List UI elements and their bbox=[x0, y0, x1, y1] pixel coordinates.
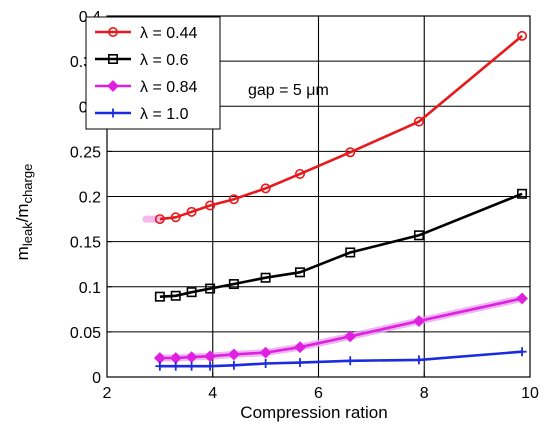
x-tick-label: 10 bbox=[521, 385, 539, 402]
data-point bbox=[345, 356, 355, 366]
data-point bbox=[170, 212, 181, 223]
data-point bbox=[517, 347, 527, 357]
series-layer bbox=[142, 30, 528, 371]
legend-item-2: λ = 0.84 bbox=[95, 79, 197, 96]
x-tick-label: 4 bbox=[208, 385, 217, 402]
data-point bbox=[260, 272, 271, 283]
data-point bbox=[516, 292, 528, 305]
legend-label: λ = 0.6 bbox=[140, 52, 189, 69]
y-axis-label-sub2: charge bbox=[20, 164, 35, 204]
legend-marker bbox=[107, 80, 119, 92]
series-2 bbox=[153, 292, 528, 364]
legend: λ = 0.44 λ = 0.6 λ = 0.84 λ = 1.0 bbox=[85, 16, 221, 130]
series-0 bbox=[142, 30, 528, 225]
data-point bbox=[295, 358, 305, 368]
data-point bbox=[413, 315, 425, 327]
data-point bbox=[155, 361, 165, 371]
series-3 bbox=[155, 347, 527, 371]
data-point bbox=[228, 194, 239, 205]
legend-items: λ = 0.44 λ = 0.6 λ = 0.84 λ = 1.0 bbox=[95, 25, 197, 123]
data-point bbox=[154, 214, 165, 225]
data-point bbox=[345, 247, 356, 258]
data-point bbox=[205, 283, 216, 294]
legend-box bbox=[85, 16, 221, 130]
data-point bbox=[345, 147, 356, 158]
legend-label: λ = 0.84 bbox=[140, 79, 197, 96]
y-tick-label: 0.1 bbox=[79, 280, 101, 297]
y-axis-label-sub1: leak bbox=[20, 222, 35, 246]
data-point bbox=[517, 188, 528, 199]
y-axis-label-sep: /m bbox=[13, 203, 32, 222]
data-point bbox=[413, 116, 424, 127]
data-point bbox=[227, 348, 240, 361]
data-point bbox=[294, 168, 305, 179]
data-point bbox=[294, 267, 305, 278]
legend-item-0: λ = 0.44 bbox=[95, 25, 197, 42]
x-tick-label: 2 bbox=[103, 385, 112, 402]
series-line bbox=[159, 350, 523, 368]
data-point bbox=[154, 291, 165, 302]
data-point bbox=[171, 361, 181, 371]
data-point bbox=[414, 355, 424, 365]
legend-label: λ = 1.0 bbox=[140, 106, 189, 123]
gap-annotation: gap = 5 μm bbox=[248, 82, 329, 99]
legend-marker bbox=[108, 26, 119, 37]
data-point bbox=[205, 200, 216, 211]
data-point bbox=[205, 361, 215, 371]
data-point bbox=[413, 230, 424, 241]
y-axis-label-main: m bbox=[13, 246, 32, 260]
data-point bbox=[344, 330, 357, 343]
data-point bbox=[517, 30, 528, 41]
y-tick-label: 0.25 bbox=[70, 144, 101, 161]
data-point bbox=[260, 183, 271, 194]
y-tick-label: 0 bbox=[92, 370, 101, 387]
legend-item-1: λ = 0.6 bbox=[95, 52, 189, 69]
series-1 bbox=[154, 188, 528, 302]
data-point bbox=[187, 361, 197, 371]
data-point bbox=[261, 358, 271, 368]
data-point bbox=[259, 346, 272, 359]
x-tick-label: 8 bbox=[420, 385, 429, 402]
series-line bbox=[159, 192, 523, 298]
data-point bbox=[229, 360, 239, 370]
data-point bbox=[294, 341, 306, 354]
data-point bbox=[228, 279, 239, 290]
x-axis-label: Compression ration bbox=[240, 403, 387, 422]
series-line bbox=[159, 297, 523, 360]
x-ticks: 2 4 6 8 10 bbox=[103, 372, 539, 402]
data-point bbox=[170, 290, 181, 301]
y-tick-label: 0.15 bbox=[70, 235, 101, 252]
y-tick-label: 0.2 bbox=[79, 190, 101, 207]
grid bbox=[107, 16, 530, 377]
x-tick-label: 6 bbox=[314, 385, 323, 402]
y-tick-label: 0.05 bbox=[70, 325, 101, 342]
y-axis-label: mleak/mcharge bbox=[13, 164, 35, 261]
series-line bbox=[159, 34, 523, 221]
legend-marker bbox=[108, 108, 118, 118]
data-point bbox=[204, 350, 217, 363]
legend-item-3: λ = 1.0 bbox=[95, 106, 189, 123]
data-point bbox=[186, 206, 197, 217]
legend-label: λ = 0.44 bbox=[140, 25, 197, 42]
data-point bbox=[186, 287, 197, 298]
legend-marker bbox=[108, 53, 119, 64]
